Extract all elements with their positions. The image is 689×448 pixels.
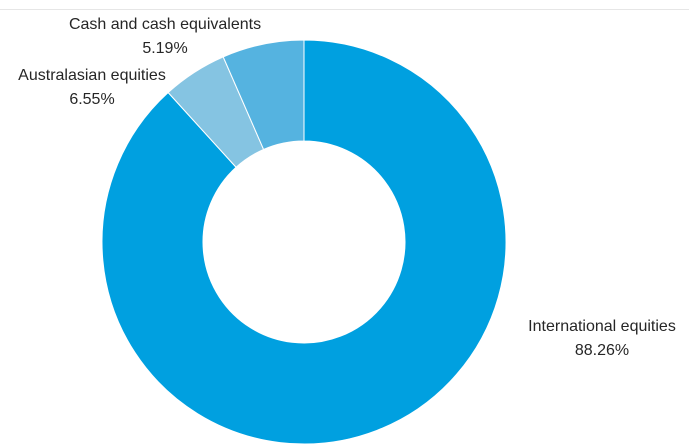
slice-value-international: 88.26% [575, 342, 629, 359]
slice-label-international: International equities [528, 318, 676, 335]
slice-australasian [222, 39, 305, 151]
slice-label-australasian: Australasian equities [18, 67, 166, 84]
slice-value-australasian: 6.55% [69, 91, 114, 108]
slice-value-cash: 5.19% [142, 40, 187, 57]
slice-label-cash: Cash and cash equivalents [69, 16, 261, 33]
donut-slices [101, 39, 507, 445]
slice-international [101, 39, 507, 445]
top-divider [0, 9, 689, 10]
